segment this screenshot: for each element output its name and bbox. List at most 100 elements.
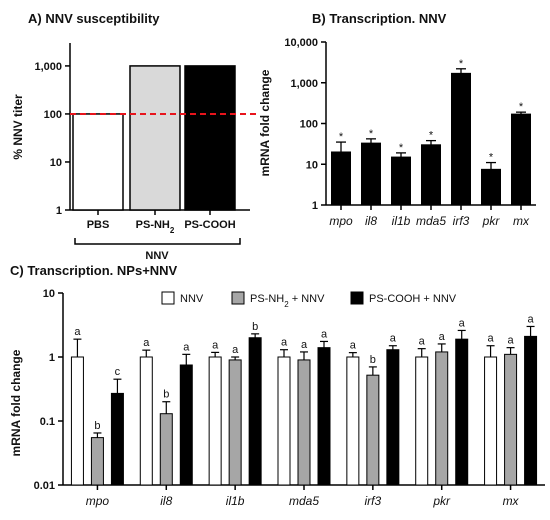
panel-c-bar xyxy=(139,356,153,486)
panel-c-group-letter: a xyxy=(439,331,446,343)
panel-c-legend-subscript: 2 xyxy=(284,300,289,309)
panel-b-significance-label: * xyxy=(339,131,344,143)
panel-a-bar xyxy=(129,65,181,211)
panel-c-category-label: pkr xyxy=(432,494,451,508)
panel-c-bar xyxy=(297,359,311,486)
panel-c-bar xyxy=(386,349,400,486)
panel-b-bar xyxy=(421,144,441,206)
panel-c-group-letter: a xyxy=(459,317,466,329)
panel-b-significance-label: * xyxy=(429,130,434,142)
panel-c-bar xyxy=(366,374,380,486)
panel-c-group-letter: a xyxy=(143,337,150,349)
panel-b-y-tick-label: 1,000 xyxy=(290,78,318,90)
panel-a-category-label: PS-COOH xyxy=(184,219,235,231)
panel-c-legend-name: PS-NH xyxy=(250,293,284,305)
panel-c-group-letter: b xyxy=(252,321,258,333)
panel-b-title: B) Transcription. NNV xyxy=(312,11,447,26)
panel-c-bar xyxy=(248,337,262,486)
panel-c-bar xyxy=(484,356,498,486)
panel-a-y-tick-label: 100 xyxy=(44,109,62,121)
panel-a-category-subscript: 2 xyxy=(170,226,175,235)
panel-c-legend-name: NNV xyxy=(180,293,204,305)
panel-b-chart: 1 10 100 1,000 10,000 * mpo * il8 * il1b * mda5 * irf3… xyxy=(284,37,536,228)
panel-c-category-label: irf3 xyxy=(365,494,382,508)
panel-b-category-label: irf3 xyxy=(453,214,470,228)
panel-b-category-label: mpo xyxy=(329,214,353,228)
panel-b-category-label: pkr xyxy=(482,214,501,228)
panel-c-ylabel: mRNA fold change xyxy=(9,349,23,456)
panel-b-category-label: mda5 xyxy=(416,214,446,228)
panel-c-legend-label: NNV xyxy=(180,293,204,305)
panel-a-group-label: NNV xyxy=(145,250,169,262)
panel-c-group-letter: b xyxy=(163,389,169,401)
panel-b-significance-label: * xyxy=(459,58,464,70)
panel-c-group-letter: a xyxy=(281,337,288,349)
panel-a-category-text: PS-COOH xyxy=(184,219,235,231)
panel-c-y-tick-label: 1 xyxy=(49,352,55,364)
panel-c-group-letter: c xyxy=(115,366,121,378)
panel-b-category-label: il8 xyxy=(365,214,377,228)
panel-a-y-tick-label: 1 xyxy=(56,205,62,217)
panel-c-group-letter: a xyxy=(301,339,308,351)
panel-a-y-tick-label: 10 xyxy=(50,157,62,169)
panel-c-bar xyxy=(90,437,104,486)
panel-a-ylabel: % NNV titer xyxy=(11,94,25,160)
panel-c-group-letter: a xyxy=(350,340,357,352)
panel-c-category-label: mx xyxy=(503,494,520,508)
panel-a-chart: 1 10 100 1,000 PBS PS-NH2 PS-COOH NNV xyxy=(34,43,258,262)
panel-a-title: A) NNV susceptibility xyxy=(28,11,160,26)
panel-c-bar xyxy=(159,413,173,486)
panel-c-group-letter: a xyxy=(74,326,81,338)
panel-c-bar xyxy=(277,356,291,486)
panel-c-group-letter: a xyxy=(321,328,328,340)
panel-b-significance-label: * xyxy=(369,128,374,140)
panel-c-bar xyxy=(524,335,538,486)
panel-c-legend-label: PS-NH2 + NNV xyxy=(250,293,325,309)
panel-c-group-letter: a xyxy=(212,339,219,351)
panel-b-category-label: il1b xyxy=(392,214,411,228)
panel-c-group-letter: a xyxy=(390,333,397,345)
panel-c-bar xyxy=(346,356,360,486)
panel-a-category-label: PS-NH2 xyxy=(136,219,175,235)
panel-c-category-label: mpo xyxy=(86,494,110,508)
panel-c-category-label: mda5 xyxy=(289,494,319,508)
panel-b-y-tick-label: 10 xyxy=(306,159,318,171)
panel-c-group-letter: a xyxy=(419,336,426,348)
panel-c-y-tick-label: 0.01 xyxy=(34,480,55,492)
panel-c-bar xyxy=(504,353,518,486)
panel-c-group-letter: a xyxy=(232,344,239,356)
panel-b-significance-label: * xyxy=(519,101,524,113)
panel-b-bar xyxy=(391,156,411,206)
panel-c-legend-swatch xyxy=(231,291,245,305)
panel-c-category-label: il8 xyxy=(160,494,172,508)
panel-c-group-letter: a xyxy=(488,333,495,345)
panel-c-bar xyxy=(415,356,429,486)
panel-b-category-label: mx xyxy=(513,214,530,228)
panel-a-category-text: PBS xyxy=(87,219,110,231)
panel-c-group-letter: b xyxy=(370,354,376,366)
panel-c-group-letter: a xyxy=(183,341,190,353)
panel-c-title: C) Transcription. NPs+NNV xyxy=(10,263,178,278)
panel-a-group-bracket xyxy=(74,238,241,245)
panel-b-y-tick-label: 100 xyxy=(300,119,318,131)
panel-b-y-tick-label: 10,000 xyxy=(284,37,318,49)
panel-a-y-tick-label: 1,000 xyxy=(34,61,62,73)
panel-c-bar xyxy=(317,347,331,486)
panel-b-bar xyxy=(331,151,351,206)
panel-b-bar xyxy=(451,72,471,206)
panel-c-legend-label: PS-COOH + NNV xyxy=(369,293,457,305)
panel-c-group-letter: a xyxy=(528,313,535,325)
panel-b-significance-label: * xyxy=(399,142,404,154)
panel-c-y-tick-label: 0.1 xyxy=(40,416,55,428)
panel-b-bar xyxy=(481,168,501,206)
panel-b-ylabel: mRNA fold change xyxy=(258,69,272,176)
panel-a-category-text: PS-NH xyxy=(136,219,170,231)
panel-c-y-tick-label: 10 xyxy=(43,288,55,300)
panel-c-bar xyxy=(70,356,84,486)
panel-c-category-label: il1b xyxy=(226,494,245,508)
panel-c-bar xyxy=(179,364,193,486)
panel-a-category-label: PBS xyxy=(87,219,110,231)
panel-c-group-letter: b xyxy=(94,420,100,432)
panel-c-legend-swatch xyxy=(350,291,364,305)
